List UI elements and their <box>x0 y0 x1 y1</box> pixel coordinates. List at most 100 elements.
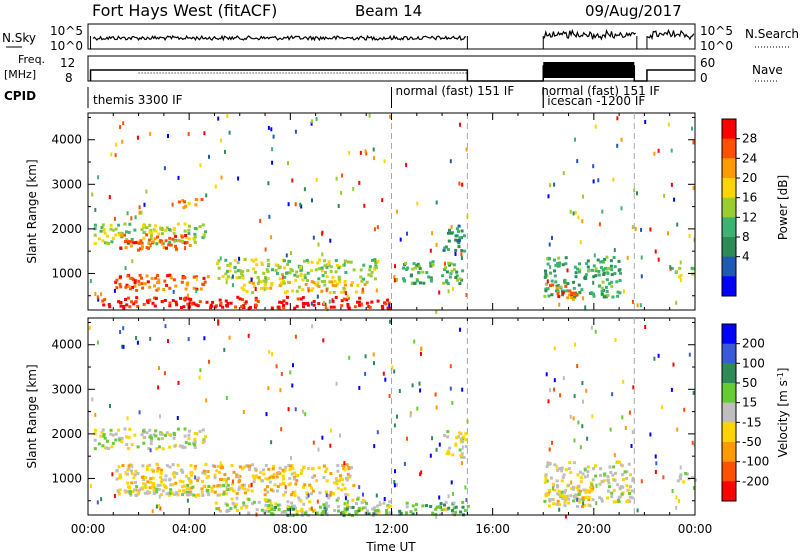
heatmap-cell <box>265 485 269 489</box>
heatmap-cell <box>187 477 191 480</box>
heatmap-cell <box>205 398 208 403</box>
heatmap-cell <box>617 500 621 504</box>
heatmap-cell <box>547 294 551 298</box>
heatmap-cell <box>552 484 555 488</box>
nsky-row: N.Sky 10^5 10^0 10^5 10^0 N.Search <box>2 23 799 53</box>
heatmap-cell <box>130 238 134 241</box>
heatmap-cell <box>328 493 332 497</box>
heatmap-cell <box>267 504 270 508</box>
heatmap-cell <box>692 390 695 395</box>
heatmap-cell <box>402 277 405 281</box>
heatmap-cell <box>617 460 621 464</box>
heatmap-cell <box>236 474 240 478</box>
heatmap-cell <box>361 506 365 510</box>
heatmap-cell <box>150 468 154 472</box>
heatmap-cell <box>246 269 250 273</box>
heatmap-cell <box>145 233 149 237</box>
heatmap-cell <box>460 236 464 240</box>
heatmap-cell <box>574 275 578 279</box>
heatmap-cell <box>176 427 180 431</box>
heatmap-cell <box>124 285 128 289</box>
heatmap-cell <box>600 292 604 296</box>
heatmap-cell <box>590 483 594 487</box>
heatmap-cell <box>187 228 191 232</box>
heatmap-cell <box>168 477 172 481</box>
heatmap-cell <box>290 251 292 256</box>
heatmap-cell <box>335 482 339 486</box>
heatmap-cell <box>140 276 143 280</box>
heatmap-cell <box>334 259 338 263</box>
heatmap-cell <box>251 281 255 285</box>
heatmap-cell <box>338 474 342 478</box>
heatmap-cell <box>260 508 264 512</box>
heatmap-cell <box>240 305 244 308</box>
heatmap-cell <box>612 465 616 469</box>
heatmap-cell <box>132 241 136 245</box>
heatmap-cell <box>110 240 114 244</box>
heatmap-cell <box>294 278 298 282</box>
heatmap-cell <box>630 489 634 493</box>
heatmap-cell <box>454 238 458 242</box>
date-label: 09/Aug/2017 <box>585 2 682 20</box>
heatmap-cell <box>324 305 327 310</box>
heatmap-cell <box>277 507 281 511</box>
heatmap-cell <box>673 197 676 202</box>
heatmap-cell <box>291 383 294 388</box>
colorbar-tick-label: 16 <box>742 191 757 205</box>
heatmap-cell <box>464 438 468 442</box>
heatmap-cell <box>632 299 634 304</box>
heatmap-cell <box>554 280 558 284</box>
heatmap-cell <box>94 412 97 417</box>
heatmap-cell <box>148 463 152 467</box>
heatmap-cell <box>636 508 639 513</box>
heatmap-cell <box>295 509 299 513</box>
heatmap-cell <box>461 387 464 392</box>
heatmap-cell <box>343 259 347 263</box>
heatmap-cell <box>171 463 175 467</box>
heatmap-cell <box>616 290 620 294</box>
heatmap-cell <box>213 490 217 494</box>
heatmap-cell <box>352 484 356 488</box>
heatmap-cell <box>544 492 548 496</box>
heatmap-cell <box>169 243 173 247</box>
power-heatmap <box>89 113 696 314</box>
heatmap-cell <box>290 507 294 511</box>
heatmap-cell <box>586 473 589 478</box>
heatmap-cell <box>276 305 280 309</box>
heatmap-cell <box>326 504 330 508</box>
heatmap-cell <box>270 235 273 240</box>
heatmap-cell <box>679 278 682 283</box>
heatmap-cell <box>445 279 448 283</box>
heatmap-cell <box>450 231 453 235</box>
heatmap-cell <box>281 275 284 280</box>
heatmap-cell <box>597 284 601 288</box>
colorbar-swatch <box>722 324 736 345</box>
colorbar-swatch <box>722 237 736 258</box>
heatmap-cell <box>134 493 138 497</box>
heatmap-cell <box>343 467 346 472</box>
heatmap-cell <box>337 509 340 513</box>
heatmap-cell <box>192 493 196 497</box>
heatmap-cell <box>399 237 402 242</box>
heatmap-cell <box>335 176 338 181</box>
heatmap-cell <box>545 274 549 278</box>
heatmap-cell <box>636 303 639 308</box>
heatmap-cell <box>449 159 452 164</box>
heatmap-cell <box>333 279 337 283</box>
heatmap-cell <box>337 266 341 270</box>
heatmap-cell <box>435 242 438 247</box>
heatmap-cell <box>300 507 304 511</box>
heatmap-cell <box>326 512 329 517</box>
heatmap-cell <box>111 441 115 445</box>
heatmap-cell <box>302 305 305 309</box>
heatmap-cell <box>252 480 256 484</box>
heatmap-cell <box>169 276 173 280</box>
heatmap-cell <box>287 464 291 467</box>
heatmap-cell <box>225 280 228 285</box>
heatmap-cell <box>402 266 406 270</box>
heatmap-cell <box>310 486 313 490</box>
heatmap-cell <box>610 280 614 284</box>
heatmap-cell <box>545 479 549 483</box>
heatmap-cell <box>355 502 358 506</box>
heatmap-cell <box>176 222 180 226</box>
